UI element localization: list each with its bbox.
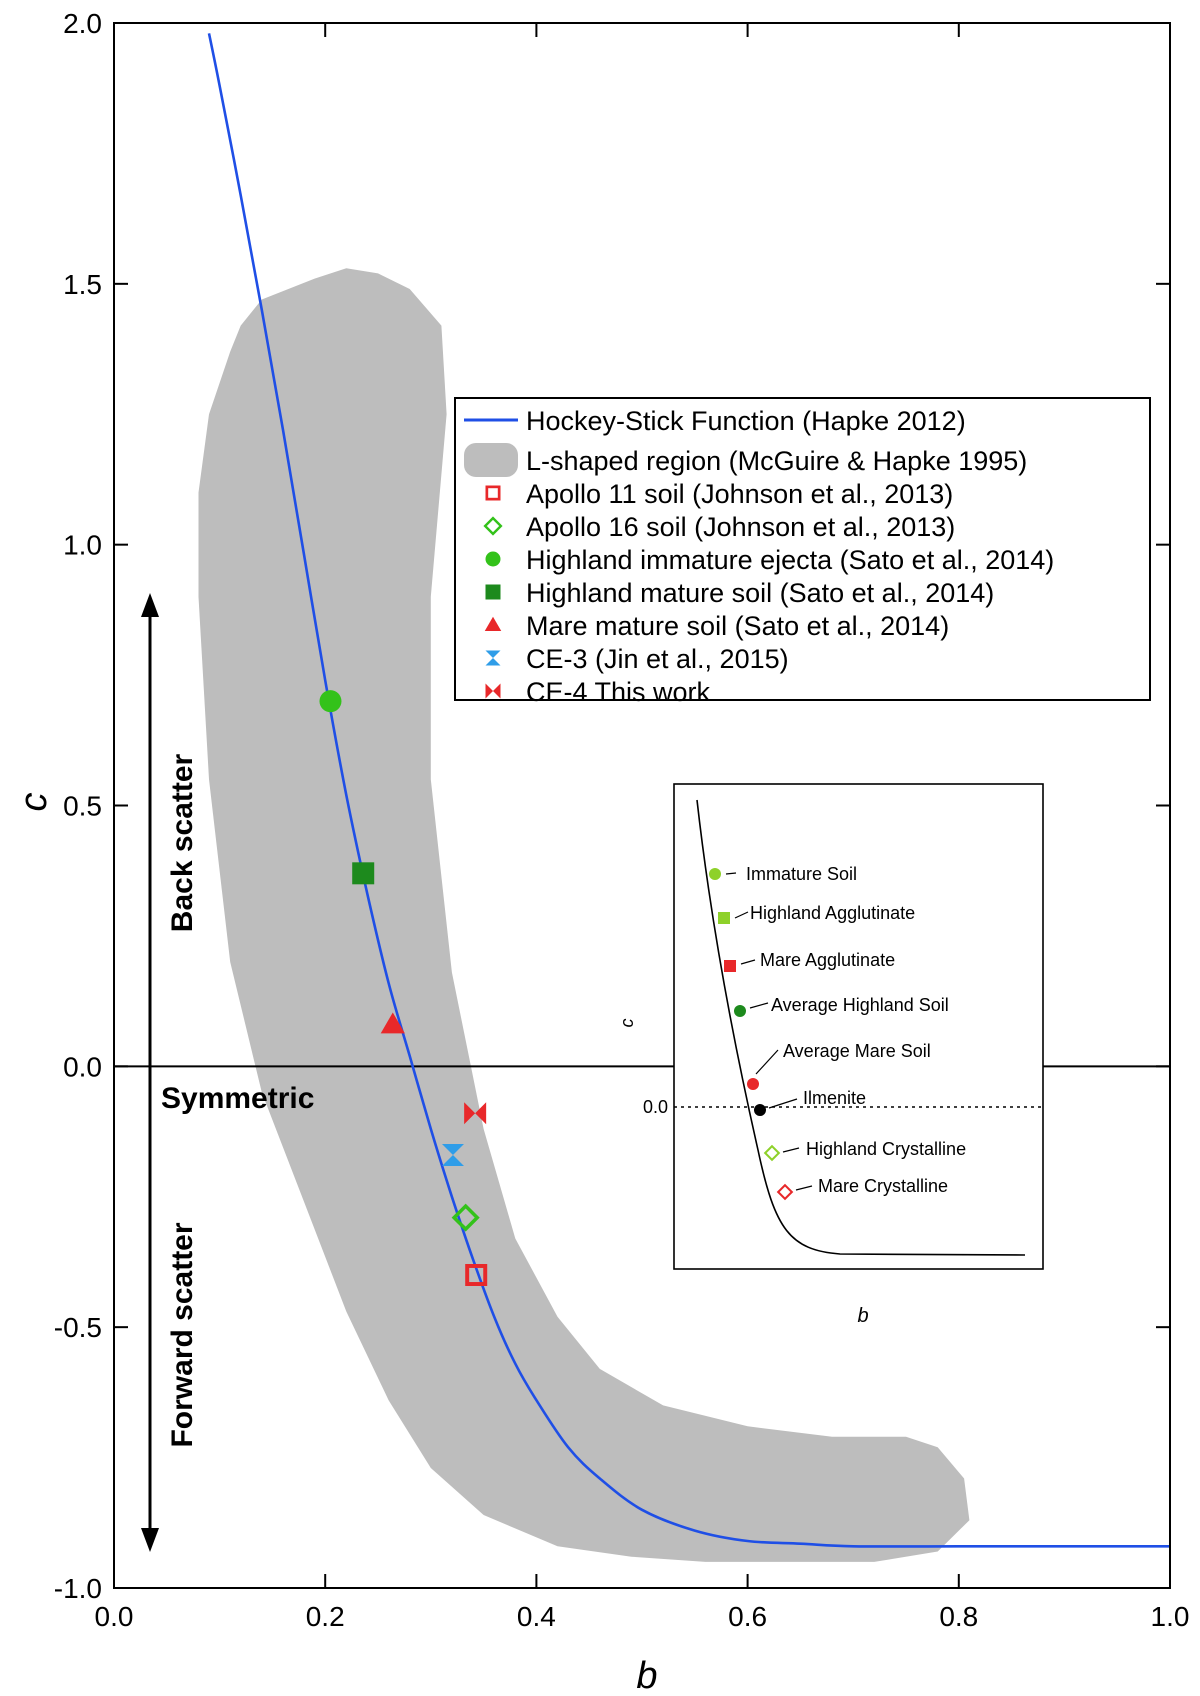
inset-marker-8	[776, 1183, 794, 1201]
inset-label-1: Immature Soil	[746, 864, 857, 884]
y-tick-label: -0.5	[54, 1312, 102, 1343]
x-tick-label: 0.4	[517, 1601, 556, 1632]
y-tick-label: 1.0	[63, 530, 102, 561]
forward-scatter-label: Forward scatter	[166, 1222, 199, 1447]
inset-panel: 0.0 c b Immature Soil Highland Agglutinate Ma…	[617, 783, 1044, 1327]
inset-marker-2	[718, 912, 730, 924]
legend-marker-3	[485, 551, 501, 567]
legend-marker-7	[485, 683, 501, 699]
legend-marker-1	[485, 485, 501, 501]
x-tick-label: 1.0	[1151, 1601, 1190, 1632]
y-tick-label: 0.5	[63, 791, 102, 822]
x-tick-label: 0.8	[939, 1601, 978, 1632]
legend-curve-label: Hockey-Stick Function (Hapke 2012)	[526, 406, 966, 436]
x-tick-label: 0.0	[95, 1601, 134, 1632]
inset-marker-1	[709, 868, 721, 880]
data-point-6	[441, 1144, 464, 1167]
inset-marker-5	[747, 1078, 759, 1090]
inset-label-6: Ilmenite	[803, 1088, 866, 1108]
inset-leader-1	[725, 872, 737, 875]
data-point-4	[352, 862, 375, 885]
back-scatter-label: Back scatter	[166, 753, 199, 932]
arrow-head-down	[141, 1528, 159, 1552]
legend-label-3: Highland immature ejecta (Sato et al., 2…	[526, 545, 1054, 575]
legend-label-5: Mare mature soil (Sato et al., 2014)	[526, 611, 949, 641]
legend-marker-5	[484, 616, 502, 631]
inset-marker-6	[754, 1104, 766, 1116]
arrow-head-up	[141, 593, 159, 617]
legend-label-1: Apollo 11 soil (Johnson et al., 2013)	[526, 479, 953, 509]
inset-leader-3	[740, 959, 756, 965]
legend-label-2: Apollo 16 soil (Johnson et al., 2013)	[526, 512, 955, 542]
inset-marker-7	[763, 1144, 781, 1162]
legend-label-4: Highland mature soil (Sato et al., 2014)	[526, 578, 994, 608]
inset-leader-5	[755, 1049, 779, 1075]
y-tick-label: 2.0	[63, 8, 102, 39]
inset-marker-4	[734, 1005, 746, 1017]
inset-label-4: Average Highland Soil	[771, 995, 949, 1015]
data-point-5	[380, 1012, 405, 1034]
hockey-stick-curve	[207, 33, 1170, 1548]
l-shaped-region-area	[198, 268, 970, 1562]
legend-label-7: CE-4 This work	[526, 677, 711, 707]
legend-region-label: L-shaped region (McGuire & Hapke 1995)	[526, 446, 1027, 476]
scatter-direction-arrow	[141, 593, 159, 1552]
data-point-7	[464, 1102, 487, 1125]
axis-ticks: 0.0 0.2 0.4 0.6 0.8 1.0 -1.0 -0.5 0.0 0.5 1.0 1.5 2.…	[54, 8, 1190, 1632]
inset-x-label: b	[857, 1305, 868, 1327]
legend: Hockey-Stick Function (Hapke 2012) L-shap…	[454, 397, 1151, 707]
symmetric-label: Symmetric	[161, 1082, 314, 1115]
hockey-stick-line	[207, 33, 1170, 1548]
inset-leader-4	[749, 1002, 769, 1009]
inset-leader-2	[734, 911, 749, 919]
inset-label-5: Average Mare Soil	[783, 1041, 931, 1061]
y-tick-label: -1.0	[54, 1573, 102, 1604]
x-tick-label: 0.2	[306, 1601, 345, 1632]
data-points	[319, 690, 488, 1286]
y-axis-label: c	[13, 793, 55, 812]
inset-curve	[696, 799, 1026, 1256]
inset-label-8: Mare Crystalline	[818, 1176, 948, 1196]
inset-marker-3	[724, 960, 736, 972]
l-shaped-region	[198, 268, 970, 1562]
data-point-2	[451, 1203, 480, 1232]
legend-label-6: CE-3 (Jin et al., 2015)	[526, 644, 789, 674]
inset-leader-8	[795, 1185, 813, 1191]
inset-leader-7	[782, 1147, 800, 1153]
legend-region-swatch	[464, 443, 518, 477]
inset-label-3: Mare Agglutinate	[760, 950, 895, 970]
inset-leader-6	[768, 1098, 798, 1109]
legend-marker-6	[485, 650, 501, 666]
data-point-3	[319, 690, 342, 713]
legend-box	[454, 397, 1151, 701]
x-tick-label: 0.6	[728, 1601, 767, 1632]
legend-marker-2	[483, 516, 503, 536]
data-point-1	[465, 1263, 488, 1286]
inset-label-7: Highland Crystalline	[806, 1139, 966, 1159]
inset-label-2: Highland Agglutinate	[750, 903, 915, 923]
legend-marker-4	[485, 584, 501, 600]
y-tick-label: 0.0	[63, 1051, 102, 1082]
inset-y-label: c	[617, 1019, 637, 1028]
x-axis-label: b	[636, 1655, 657, 1696]
inset-zero-label: 0.0	[643, 1097, 668, 1117]
y-tick-label: 1.5	[63, 269, 102, 300]
inset-box	[673, 783, 1044, 1270]
